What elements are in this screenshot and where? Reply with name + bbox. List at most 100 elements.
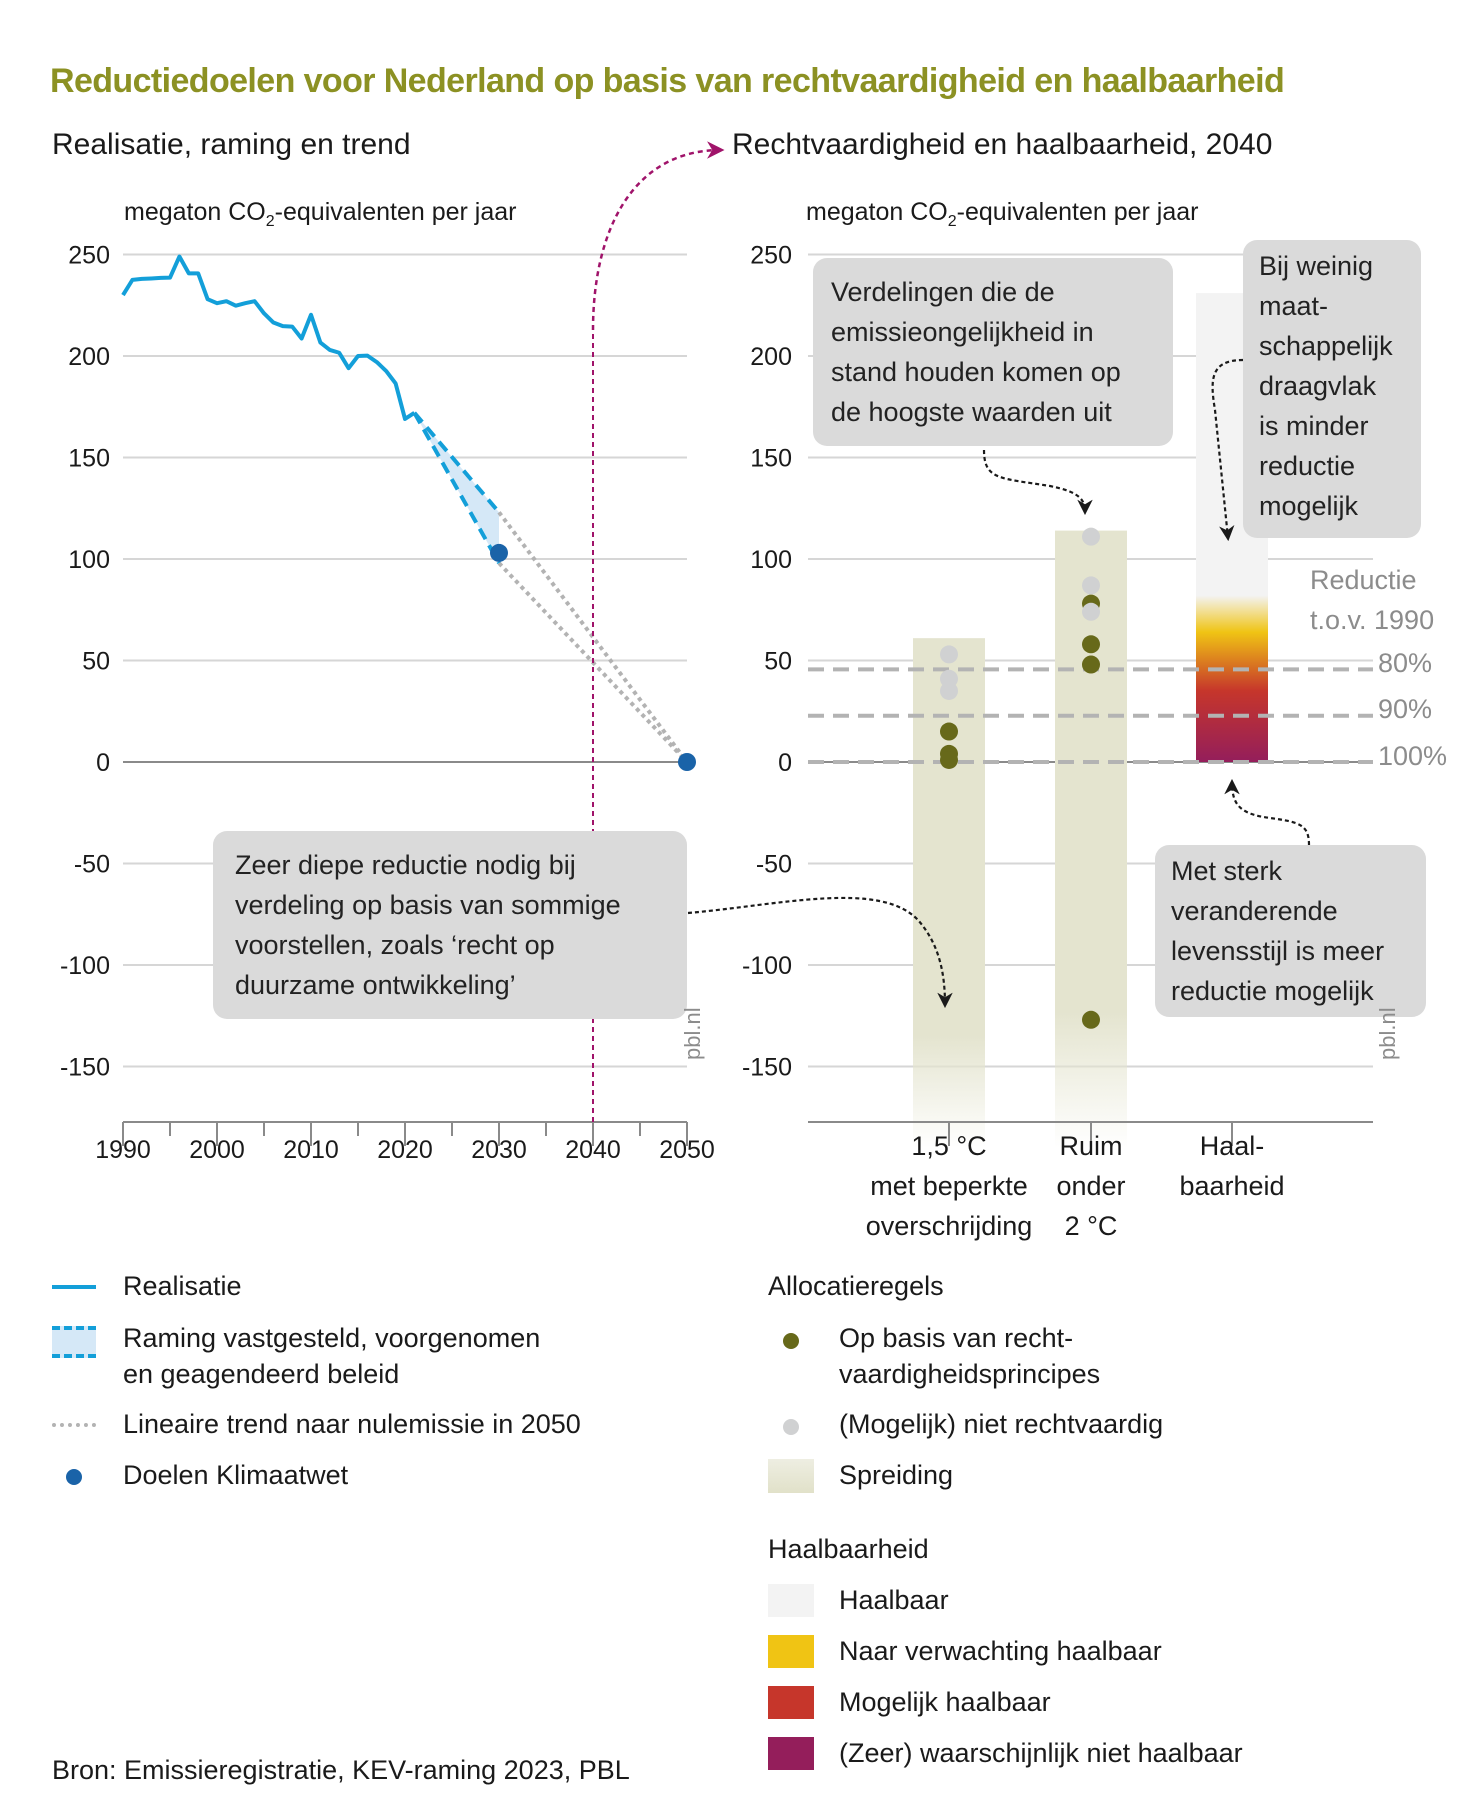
- legend-label: Spreiding: [839, 1460, 954, 1490]
- realisatie-line: [121, 254, 416, 421]
- annotation-lifestyle: Met sterk veranderende levensstijl is me…: [1155, 845, 1426, 1017]
- reduction-label-80: 80%: [1378, 648, 1433, 678]
- x-tick-label: 2000: [189, 1136, 245, 1164]
- annotation-line: maat-: [1259, 291, 1329, 321]
- y-tick-label: 0: [96, 749, 110, 777]
- watermark-left: pbl.nl: [680, 1007, 705, 1060]
- y-tick-label: 200: [68, 343, 110, 371]
- annotation-line: stand houden komen op: [831, 357, 1121, 387]
- legend-label: Haalbaar: [839, 1585, 949, 1615]
- reduction-label-90: 90%: [1378, 694, 1433, 724]
- category-label-1-5C: 1,5 °C met beperkte overschrijding: [849, 1126, 1049, 1246]
- left-y-axis-label-sub: 2: [265, 213, 275, 230]
- legend-label: (Zeer) waarschijnlijk niet haalbaar: [839, 1738, 1243, 1768]
- x-tick-label: 2050: [659, 1136, 715, 1164]
- annotation-line: voorstellen, zoals ‘recht op: [235, 930, 555, 960]
- spreiding-swatch: [768, 1459, 814, 1493]
- reduction-label-100: 100%: [1378, 741, 1448, 771]
- annotation-highest-values: Verdelingen die de emissieongelijkheid i…: [813, 258, 1173, 446]
- legend-label: Doelen Klimaatwet: [123, 1460, 349, 1490]
- dashed-band-swatch: [52, 1326, 96, 1358]
- category-label-line: overschrijding: [865, 1211, 1033, 1241]
- legend-item-niet-rechtvaardig: (Mogelijk) niet rechtvaardig: [768, 1406, 1163, 1442]
- haalbaar-swatch: [768, 1584, 814, 1617]
- y-tick-label: -150: [60, 1054, 110, 1082]
- allocation-point: [1082, 527, 1100, 546]
- niet-haalbaar-swatch: [768, 1737, 814, 1770]
- watermark-right: pbl.nl: [1375, 1007, 1400, 1060]
- category-label-line: Ruim: [1059, 1131, 1123, 1161]
- legend-item-mogelijk: Mogelijk haalbaar: [768, 1684, 1051, 1720]
- arrow-lifestyle: [1224, 778, 1311, 846]
- annotation-line: mogelijk: [1259, 491, 1359, 521]
- legend-item-realisatie: Realisatie: [52, 1268, 242, 1304]
- right-y-axis-label-main: megaton CO: [806, 198, 948, 226]
- annotation-connectors: [591, 141, 1311, 1122]
- reduction-title-line: t.o.v. 1990: [1310, 605, 1435, 635]
- allocation-point: [1082, 576, 1100, 595]
- category-label-line: Haal-: [1199, 1131, 1265, 1161]
- annotation-line: emissieongelijkheid in: [831, 317, 1094, 347]
- left-y-axis-label: megaton CO2-equivalenten per jaar: [124, 198, 516, 231]
- doel-point: [678, 753, 696, 771]
- raming-upper: [412, 411, 501, 514]
- legend-label: vaardigheidsprincipes: [839, 1359, 1101, 1389]
- x-tick-label: 1990: [95, 1136, 151, 1164]
- left-series: [121, 254, 696, 771]
- y-tick-label: -100: [60, 952, 110, 980]
- y-tick-label: 150: [68, 445, 110, 473]
- naar-verwachting-swatch: [768, 1635, 814, 1668]
- x-tick-label: 2030: [471, 1136, 527, 1164]
- legend-item-rechtvaardig: Op basis van recht- vaardigheidsprincipe…: [768, 1320, 1100, 1392]
- legend-label: (Mogelijk) niet rechtvaardig: [839, 1409, 1164, 1439]
- right-chart-title: Rechtvaardigheid en haalbaarheid, 2040: [732, 128, 1273, 161]
- annotation-line: duurzame ontwikkeling’: [235, 970, 516, 1000]
- doel-point: [490, 543, 508, 562]
- x-tick-label: 2010: [283, 1136, 339, 1164]
- spreiding-bar: [1055, 530, 1127, 1148]
- annotation-line: Zeer diepe reductie nodig bij: [235, 850, 576, 880]
- legend-label: Raming vastgesteld, voorgenomen: [123, 1323, 541, 1353]
- arrow-low-support: [1211, 358, 1244, 542]
- annotation-line: verdeling op basis van sommige: [235, 890, 621, 920]
- y-tick-label: 100: [750, 546, 792, 574]
- annotation-line: schappelijk: [1259, 331, 1393, 361]
- raming-lower: [412, 411, 501, 565]
- category-label-haalbaarheid: Haal- baarheid: [1162, 1126, 1302, 1206]
- annotation-line: draagvlak: [1259, 371, 1377, 401]
- legend-item-doelen: Doelen Klimaatwet: [52, 1457, 348, 1493]
- annotation-line: Verdelingen die de: [831, 277, 1055, 307]
- allocation-point: [940, 645, 958, 664]
- annotation-deep-reduction: Zeer diepe reductie nodig bij verdeling …: [213, 831, 687, 1019]
- y-tick-label: -50: [756, 851, 792, 879]
- y-tick-label: 100: [68, 546, 110, 574]
- allocation-point: [940, 681, 958, 700]
- chart-title: Reductiedoelen voor Nederland op basis v…: [50, 62, 1285, 100]
- allocation-point: [1082, 655, 1100, 674]
- y-tick-label: 250: [750, 242, 792, 270]
- annotation-line: levensstijl is meer: [1171, 936, 1385, 966]
- left-chart-title: Realisatie, raming en trend: [52, 128, 411, 161]
- allocation-point: [1082, 602, 1100, 621]
- dot-swatch: [66, 1469, 82, 1485]
- right-points: [940, 527, 1100, 1029]
- legend-item-naar-verwachting: Naar verwachting haalbaar: [768, 1633, 1162, 1669]
- y-tick-label: 50: [82, 648, 110, 676]
- green-dot-swatch: [783, 1333, 799, 1349]
- allocation-point: [1082, 635, 1100, 654]
- right-y-axis-label: megaton CO2-equivalenten per jaar: [806, 198, 1198, 231]
- legend-item-spreiding: Spreiding: [768, 1457, 953, 1493]
- category-label-line: 1,5 °C: [911, 1131, 987, 1161]
- annotation-line: de hoogste waarden uit: [831, 397, 1112, 427]
- annotation-low-support: Bij weinig maat- schappelijk draagvlak i…: [1243, 240, 1421, 538]
- left-y-axis-label-main: megaton CO: [124, 198, 266, 226]
- allocation-point: [940, 722, 958, 741]
- y-tick-label: -50: [74, 851, 110, 879]
- connector-arrow: [591, 141, 725, 331]
- reduction-title: Reductie t.o.v. 1990: [1310, 560, 1434, 640]
- y-tick-label: -150: [742, 1054, 792, 1082]
- y-tick-label: -100: [742, 952, 792, 980]
- left-y-axis-label-rest: -equivalenten per jaar: [274, 198, 517, 226]
- legend-label: Naar verwachting haalbaar: [839, 1636, 1162, 1666]
- category-label-line: met beperkte: [870, 1171, 1028, 1201]
